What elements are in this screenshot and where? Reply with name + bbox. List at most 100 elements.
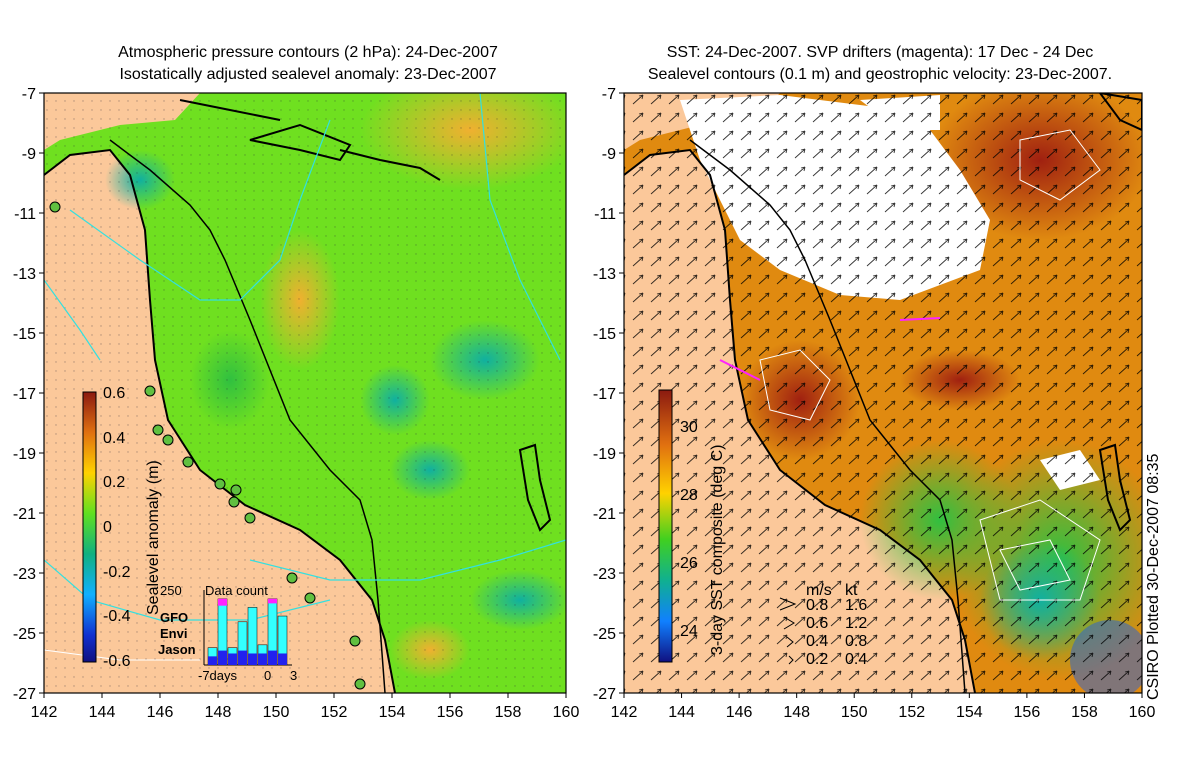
inset-bar-jason — [258, 653, 267, 665]
vel-row1-kt: 1.2 — [845, 615, 867, 632]
inset-x-end: 3 — [290, 668, 297, 683]
inset-x-zero: 0 — [264, 668, 271, 683]
left-lon-tick-label: 160 — [553, 704, 580, 721]
right-panel-title: SST: 24-Dec-2007. SVP drifters (magenta)… — [600, 42, 1160, 86]
sst-tick-1: 28 — [680, 487, 698, 504]
left-lon-tick-label: 144 — [89, 704, 116, 721]
inset-bar-jason — [218, 650, 227, 665]
left-lon-tick-label: 150 — [263, 704, 290, 721]
left-lat-tick-label: -19 — [13, 446, 36, 463]
inset-bars — [207, 598, 288, 666]
vel-row2-kt: 0.8 — [845, 633, 867, 650]
right-lat-tick-label: -19 — [593, 446, 616, 463]
legend-jason: Jason — [158, 642, 196, 657]
plot-credit: CSIRO Plotted 30-Dec-2007 08:35 — [1145, 453, 1162, 700]
left-lat-tick-label: -13 — [13, 266, 36, 283]
left-title-line2: Isostatically adjusted sealevel anomaly:… — [119, 66, 497, 83]
left-colorbar — [82, 391, 97, 663]
legend-gfo: GFO — [160, 610, 188, 625]
left-panel-title: Atmospheric pressure contours (2 hPa): 2… — [58, 42, 558, 86]
vel-row1-ms: 0.6 — [806, 615, 828, 632]
left-colorbar-ticks: 0.6 0.4 0.2 0 -0.2 -0.4 -0.6 — [103, 385, 131, 670]
right-lon-tick-label: 142 — [611, 704, 638, 721]
sla-tick-3: 0 — [103, 519, 112, 536]
right-lat-tick-label: -9 — [602, 146, 616, 163]
right-lat-tick-label: -7 — [602, 86, 616, 103]
left-lon-tick-label: 154 — [379, 704, 406, 721]
right-colorbar — [658, 389, 673, 663]
left-lon-tick-label: 156 — [437, 704, 464, 721]
right-lat-tick-label: -17 — [593, 386, 616, 403]
right-lat-tick-label: -11 — [594, 206, 616, 223]
left-lon-tick-label: 142 — [31, 704, 58, 721]
left-lon-tick-label: 148 — [205, 704, 232, 721]
inset-x-start: -7days — [198, 668, 238, 683]
left-lon-tick-label: 158 — [495, 704, 522, 721]
right-title-line1: SST: 24-Dec-2007. SVP drifters (magenta)… — [666, 44, 1094, 61]
vel-row3-kt: 0.4 — [845, 651, 867, 668]
left-colorbar-label: Sealevel anomaly (m) — [145, 460, 162, 615]
right-lat-tick-label: -13 — [593, 266, 616, 283]
left-lat-tick-label: -23 — [13, 566, 36, 583]
vel-header-ms: m/s — [806, 582, 832, 599]
right-lat-tick-label: -15 — [593, 326, 616, 343]
inset-bar-jason — [248, 653, 257, 665]
legend-envi: Envi — [160, 626, 187, 641]
left-lat-tick-label: -27 — [13, 686, 36, 703]
vel-row3-ms: 0.2 — [806, 651, 828, 668]
data-count-inset: 250 Data count GFO Envi Jason -7days 0 3 — [158, 583, 297, 683]
vel-row0-ms: 0.8 — [806, 597, 828, 614]
right-lon-tick-label: 154 — [956, 704, 983, 721]
sla-tick-1: 0.4 — [103, 430, 125, 447]
inset-bar-jason — [208, 656, 217, 665]
right-map — [624, 93, 1142, 693]
sla-tick-0: 0.6 — [103, 385, 125, 402]
left-title-line1: Atmospheric pressure contours (2 hPa): 2… — [118, 44, 498, 61]
right-lon-tick-label: 146 — [726, 704, 753, 721]
sst-tick-2: 26 — [680, 555, 698, 572]
sst-tick-3: 24 — [680, 623, 698, 640]
left-lat-tick-label: -7 — [22, 86, 36, 103]
right-colorbar-label: 3-day SST composite (deg C) — [709, 445, 726, 655]
inset-ymax: 250 — [160, 583, 182, 598]
right-lon-tick-label: 144 — [668, 704, 695, 721]
tide-gauge-markers — [49, 201, 366, 690]
sla-tick-6: -0.6 — [103, 653, 131, 670]
left-lat-tick-label: -15 — [13, 326, 36, 343]
inset-title: Data count — [205, 583, 268, 598]
inset-bar-gfo — [218, 598, 227, 606]
left-lon-tick-label: 152 — [321, 704, 348, 721]
right-lat-tick-label: -27 — [593, 686, 616, 703]
vel-header-kt: kt — [845, 582, 858, 599]
sla-tick-2: 0.2 — [103, 474, 125, 491]
right-lat-tick-label: -25 — [593, 626, 616, 643]
right-title-line2: Sealevel contours (0.1 m) and geostrophi… — [647, 66, 1113, 83]
inset-bar-jason — [268, 650, 277, 665]
left-map — [44, 93, 566, 693]
right-lon-tick-label: 160 — [1129, 704, 1156, 721]
sla-tick-4: -0.2 — [103, 564, 131, 581]
right-lon-tick-label: 150 — [841, 704, 868, 721]
left-lat-tick-label: -25 — [13, 626, 36, 643]
inset-bar-jason — [238, 650, 247, 665]
sst-tick-0: 30 — [680, 419, 698, 436]
right-coastline — [624, 148, 976, 693]
left-reef-outline — [109, 139, 386, 693]
vel-row0-kt: 1.6 — [845, 597, 867, 614]
right-lon-tick-label: 158 — [1071, 704, 1098, 721]
right-lon-tick-label: 148 — [783, 704, 810, 721]
inset-bar-jason — [228, 653, 237, 665]
vel-row2-ms: 0.4 — [806, 633, 828, 650]
inset-bar-gfo — [268, 598, 277, 604]
right-lon-tick-label: 152 — [898, 704, 925, 721]
right-lon-tick-label: 156 — [1014, 704, 1041, 721]
left-coastline — [44, 148, 396, 693]
left-lon-tick-label: 146 — [147, 704, 174, 721]
right-colorbar-ticks: 30 28 26 24 — [680, 419, 698, 640]
sla-tick-5: -0.4 — [103, 608, 131, 625]
velocity-legend: m/s kt 0.8 1.6 0.6 1.2 0.4 0.8 0.2 0.4 — [779, 582, 867, 668]
left-lat-tick-label: -21 — [13, 506, 36, 523]
right-lat-tick-label: -23 — [593, 566, 616, 583]
